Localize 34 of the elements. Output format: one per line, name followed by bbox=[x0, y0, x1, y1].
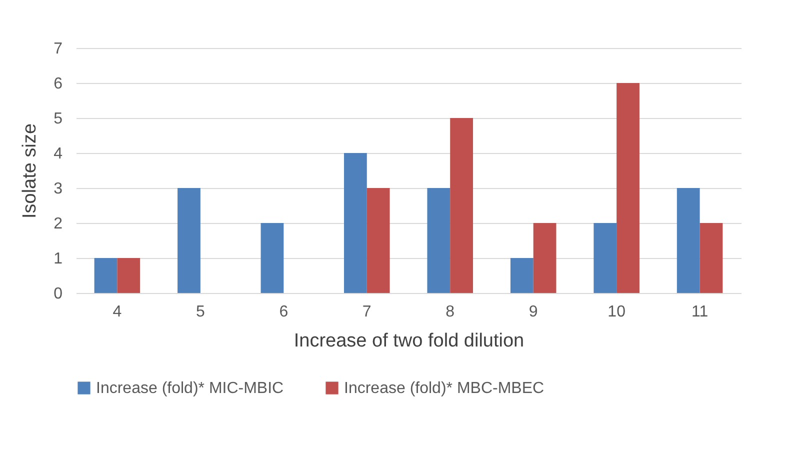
bar bbox=[450, 118, 474, 293]
x-tick-label: 11 bbox=[691, 304, 708, 320]
bar bbox=[117, 258, 140, 293]
y-tick-label: 5 bbox=[54, 110, 63, 128]
y-tick-label: 7 bbox=[54, 40, 63, 58]
x-tick-label: 8 bbox=[446, 304, 455, 320]
bar bbox=[366, 188, 390, 293]
bar bbox=[260, 223, 284, 293]
x-tick-label: 9 bbox=[528, 304, 538, 320]
bar bbox=[427, 188, 450, 293]
x-tick-label: 10 bbox=[608, 304, 626, 320]
bar bbox=[94, 258, 118, 293]
x-tick-label: 6 bbox=[279, 304, 288, 320]
bar bbox=[676, 188, 700, 293]
bar bbox=[616, 83, 640, 293]
legend-label: Increase (fold)* MBC-MBEC bbox=[344, 380, 544, 397]
bar bbox=[344, 153, 367, 293]
y-axis-title: Isolate size bbox=[20, 123, 41, 219]
y-tick-label: 2 bbox=[54, 216, 63, 232]
bar bbox=[510, 258, 534, 293]
bar bbox=[533, 223, 556, 293]
y-tick-label: 1 bbox=[54, 250, 63, 268]
y-tick-label: 0 bbox=[54, 286, 63, 302]
y-tick-label: 3 bbox=[54, 180, 63, 198]
y-tick-label: 6 bbox=[54, 76, 63, 92]
x-tick-label: 5 bbox=[196, 304, 205, 320]
bar bbox=[700, 223, 723, 293]
x-tick-label: 7 bbox=[362, 304, 372, 320]
bar bbox=[178, 188, 200, 293]
x-axis-title: Increase of two fold dilution bbox=[294, 330, 524, 352]
y-tick-label: 4 bbox=[54, 146, 63, 162]
bar bbox=[594, 223, 617, 293]
legend-label: Increase (fold)* MIC-MBIC bbox=[96, 380, 284, 397]
x-tick-label: 4 bbox=[112, 304, 122, 320]
